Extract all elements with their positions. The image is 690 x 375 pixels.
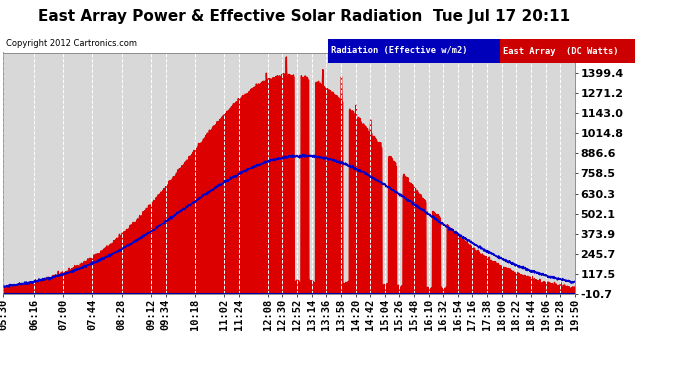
Text: Radiation (Effective w/m2): Radiation (Effective w/m2) xyxy=(331,46,467,56)
Text: Copyright 2012 Cartronics.com: Copyright 2012 Cartronics.com xyxy=(6,39,137,48)
Text: East Array Power & Effective Solar Radiation  Tue Jul 17 20:11: East Array Power & Effective Solar Radia… xyxy=(37,9,570,24)
Text: East Array  (DC Watts): East Array (DC Watts) xyxy=(503,46,618,56)
